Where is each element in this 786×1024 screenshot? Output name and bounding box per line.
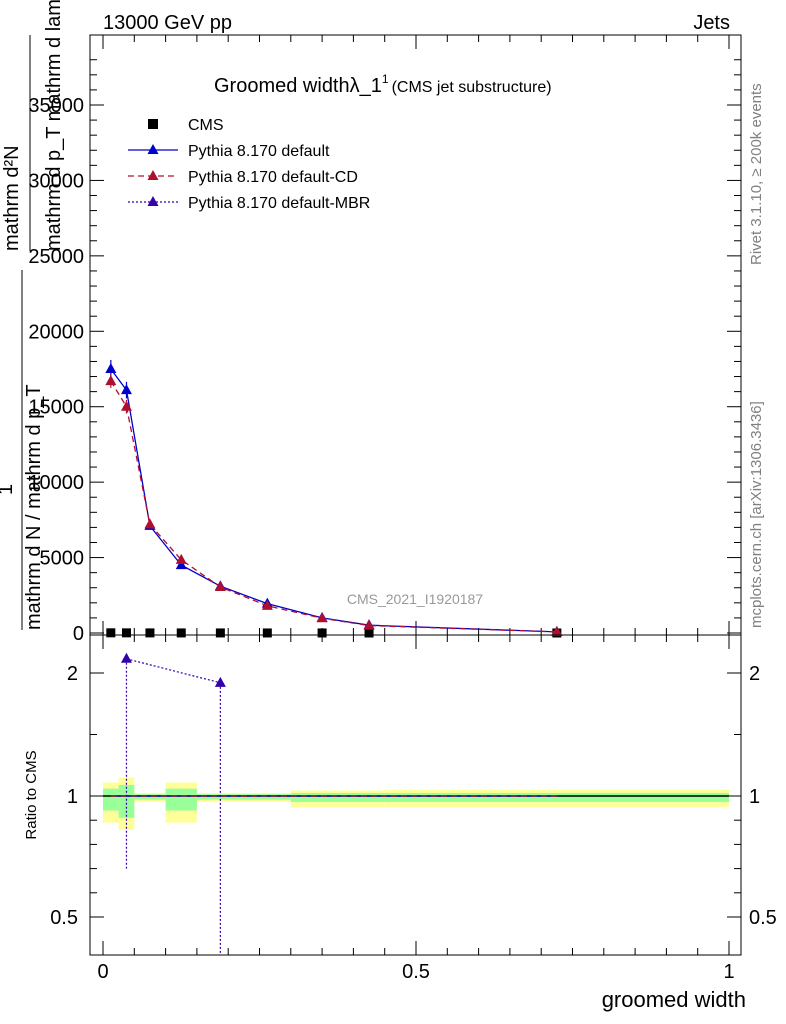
legend-entry: Pythia 8.170 default: [188, 143, 330, 160]
series-marker-1: [551, 625, 563, 636]
ratio-band-green: [290, 792, 385, 803]
legend-entry: Pythia 8.170 default-MBR: [188, 195, 370, 212]
ratio-tick-label-right: 0.5: [749, 907, 777, 929]
ratio-tick-label: 0.5: [50, 907, 78, 929]
x-tick-label: 0: [97, 961, 108, 983]
chart-title-sub: (CMS jet substructure): [392, 79, 552, 96]
y-tick-label: 15000: [28, 397, 84, 419]
y-tick-label: 30000: [28, 170, 84, 192]
legend: CMS Pythia 8.170 default Pythia 8.170 defa…: [128, 117, 370, 212]
cms-data-point: [262, 628, 272, 638]
ylabel-prefix: 1: [0, 484, 17, 495]
ratio-y-label: Ratio to CMS: [23, 750, 40, 839]
series-marker-1: [316, 612, 328, 623]
rivet-label: Rivet 3.1.10, ≥ 200k events: [748, 83, 765, 265]
ylabel-numerator: mathrm d²N: [1, 145, 23, 251]
cms-data-point: [364, 628, 374, 638]
chart-title: Groomed widthλ_11 (CMS jet substructure): [214, 72, 552, 97]
series-marker-1: [261, 599, 273, 610]
ylabel-prefix-denominator: mathrm d N / mathrm d p_T: [23, 384, 45, 630]
cms-data-point: [215, 628, 225, 638]
y-axis-label: mathrm d²N mathrm d p_T mathrm d lambda …: [0, 0, 65, 630]
cms-data-point: [317, 628, 327, 638]
ratio-band-green: [196, 794, 291, 800]
ratio-band-green: [134, 794, 166, 800]
ratio-band-green: [103, 788, 119, 811]
ratio-band-green: [384, 792, 729, 803]
ratio-bands: [103, 777, 729, 830]
series-marker-1: [214, 580, 226, 591]
y-tick-label: 20000: [28, 321, 84, 343]
y-tick-label: 25000: [28, 246, 84, 268]
category-label: Jets: [693, 12, 730, 34]
cms-data-point: [145, 628, 155, 638]
y-tick-label: 5000: [40, 548, 85, 570]
main-series: [105, 359, 563, 638]
cms-data-point: [121, 628, 131, 638]
ratio-series: [103, 652, 729, 955]
legend-marker-cms: [148, 119, 158, 129]
series-marker-0: [175, 559, 187, 570]
series-marker-1: [175, 553, 187, 564]
y-tick-label: 10000: [28, 472, 84, 494]
series-marker-0: [120, 384, 132, 395]
y-tick-label: 0: [73, 623, 84, 645]
series-marker-1: [105, 375, 117, 386]
legend-entry: Pythia 8.170 default-CD: [188, 169, 358, 186]
ratio-mbr-line: [126, 658, 221, 684]
cms-data-point: [106, 628, 116, 638]
analysis-watermark: CMS_2021_I1920187: [347, 591, 483, 607]
ratio-band-green: [118, 784, 135, 818]
legend-entry: CMS: [188, 117, 224, 134]
series-marker-1: [363, 619, 375, 630]
cms-data-point: [176, 628, 186, 638]
legend-marker: [147, 196, 159, 206]
ylabel-denominator: mathrm d p_T mathrm d lambda: [43, 0, 65, 251]
ratio-mbr-marker: [214, 676, 226, 687]
ratio-ticks: 0.5 0.5 1 1 2 2: [50, 635, 777, 955]
x-axis-label: groomed width: [602, 987, 746, 1012]
y-tick-label: 35000: [28, 95, 84, 117]
main-panel: 0 5000 10000 15000 20000 25000 30000 35000 Groo…: [0, 0, 742, 645]
ratio-band-green: [165, 788, 197, 811]
legend-marker: [147, 170, 159, 180]
ratio-mbr-marker: [120, 652, 132, 663]
series-line-1: [110, 380, 557, 633]
main-ticks: 0 5000 10000 15000 20000 25000 30000 35000: [28, 35, 741, 645]
legend-marker: [147, 144, 159, 154]
series-line-0: [110, 368, 557, 633]
chart-title-sup: 1: [382, 72, 389, 86]
x-axis-ticks: 0 0.5 1: [97, 961, 734, 983]
series-marker-1: [144, 518, 156, 529]
series-marker-0: [105, 363, 117, 373]
ratio-tick-label-right: 2: [749, 663, 760, 685]
ratio-tick-label: 1: [67, 786, 78, 808]
chart-title-main: Groomed widthλ_1: [214, 75, 382, 97]
series-marker-1: [120, 400, 132, 411]
ratio-tick-label: 2: [67, 663, 78, 685]
x-tick-label: 0.5: [402, 961, 430, 983]
ratio-panel: 0.5 0.5 1 1 2 2 Ratio to CMS: [23, 634, 777, 956]
energy-label: 13000 GeV pp: [103, 12, 232, 34]
x-tick-label: 1: [723, 961, 734, 983]
mcplots-label: mcplots.cern.ch [arXiv:1306.3436]: [748, 401, 765, 628]
ratio-tick-label-right: 1: [749, 786, 760, 808]
